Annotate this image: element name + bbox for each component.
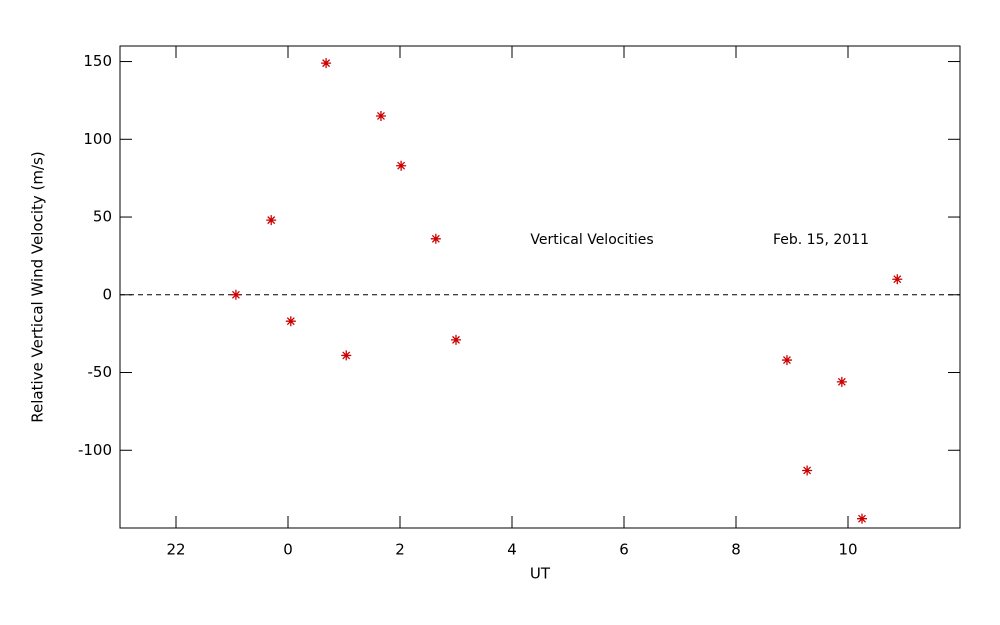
annotation: Vertical Velocities: [530, 232, 653, 248]
y-tick-label: 150: [83, 52, 112, 70]
point: [781, 355, 792, 366]
point: [266, 215, 277, 226]
x-axis-label: UT: [530, 565, 551, 583]
point: [892, 274, 903, 285]
x-tick-label: 22: [166, 541, 185, 559]
y-tick-label: -100: [78, 441, 112, 459]
x-tick-label: 10: [838, 541, 857, 559]
point: [857, 513, 867, 524]
y-axis-label: Relative Vertical Wind Velocity (m/s): [29, 151, 47, 422]
plot-frame: [119, 45, 961, 529]
x-tick-label: 4: [507, 541, 517, 559]
x-tick-label: 6: [619, 541, 629, 559]
point: [430, 233, 441, 244]
y-tick-label: 50: [93, 208, 112, 226]
point: [375, 110, 386, 121]
point: [285, 316, 296, 327]
y-tick-label: 100: [83, 130, 112, 148]
point: [836, 376, 847, 387]
y-tick-label: -50: [88, 363, 113, 381]
point: [321, 58, 332, 69]
annotation: Feb. 15, 2011: [773, 232, 869, 248]
point: [451, 334, 461, 345]
x-tick-label: 2: [395, 541, 405, 559]
x-tick-label: 8: [731, 541, 741, 559]
x-tick-label: 0: [283, 541, 293, 559]
point: [802, 465, 813, 476]
y-tick-label: 0: [102, 285, 112, 303]
point: [396, 160, 407, 171]
point: [230, 289, 241, 300]
point: [341, 350, 352, 361]
